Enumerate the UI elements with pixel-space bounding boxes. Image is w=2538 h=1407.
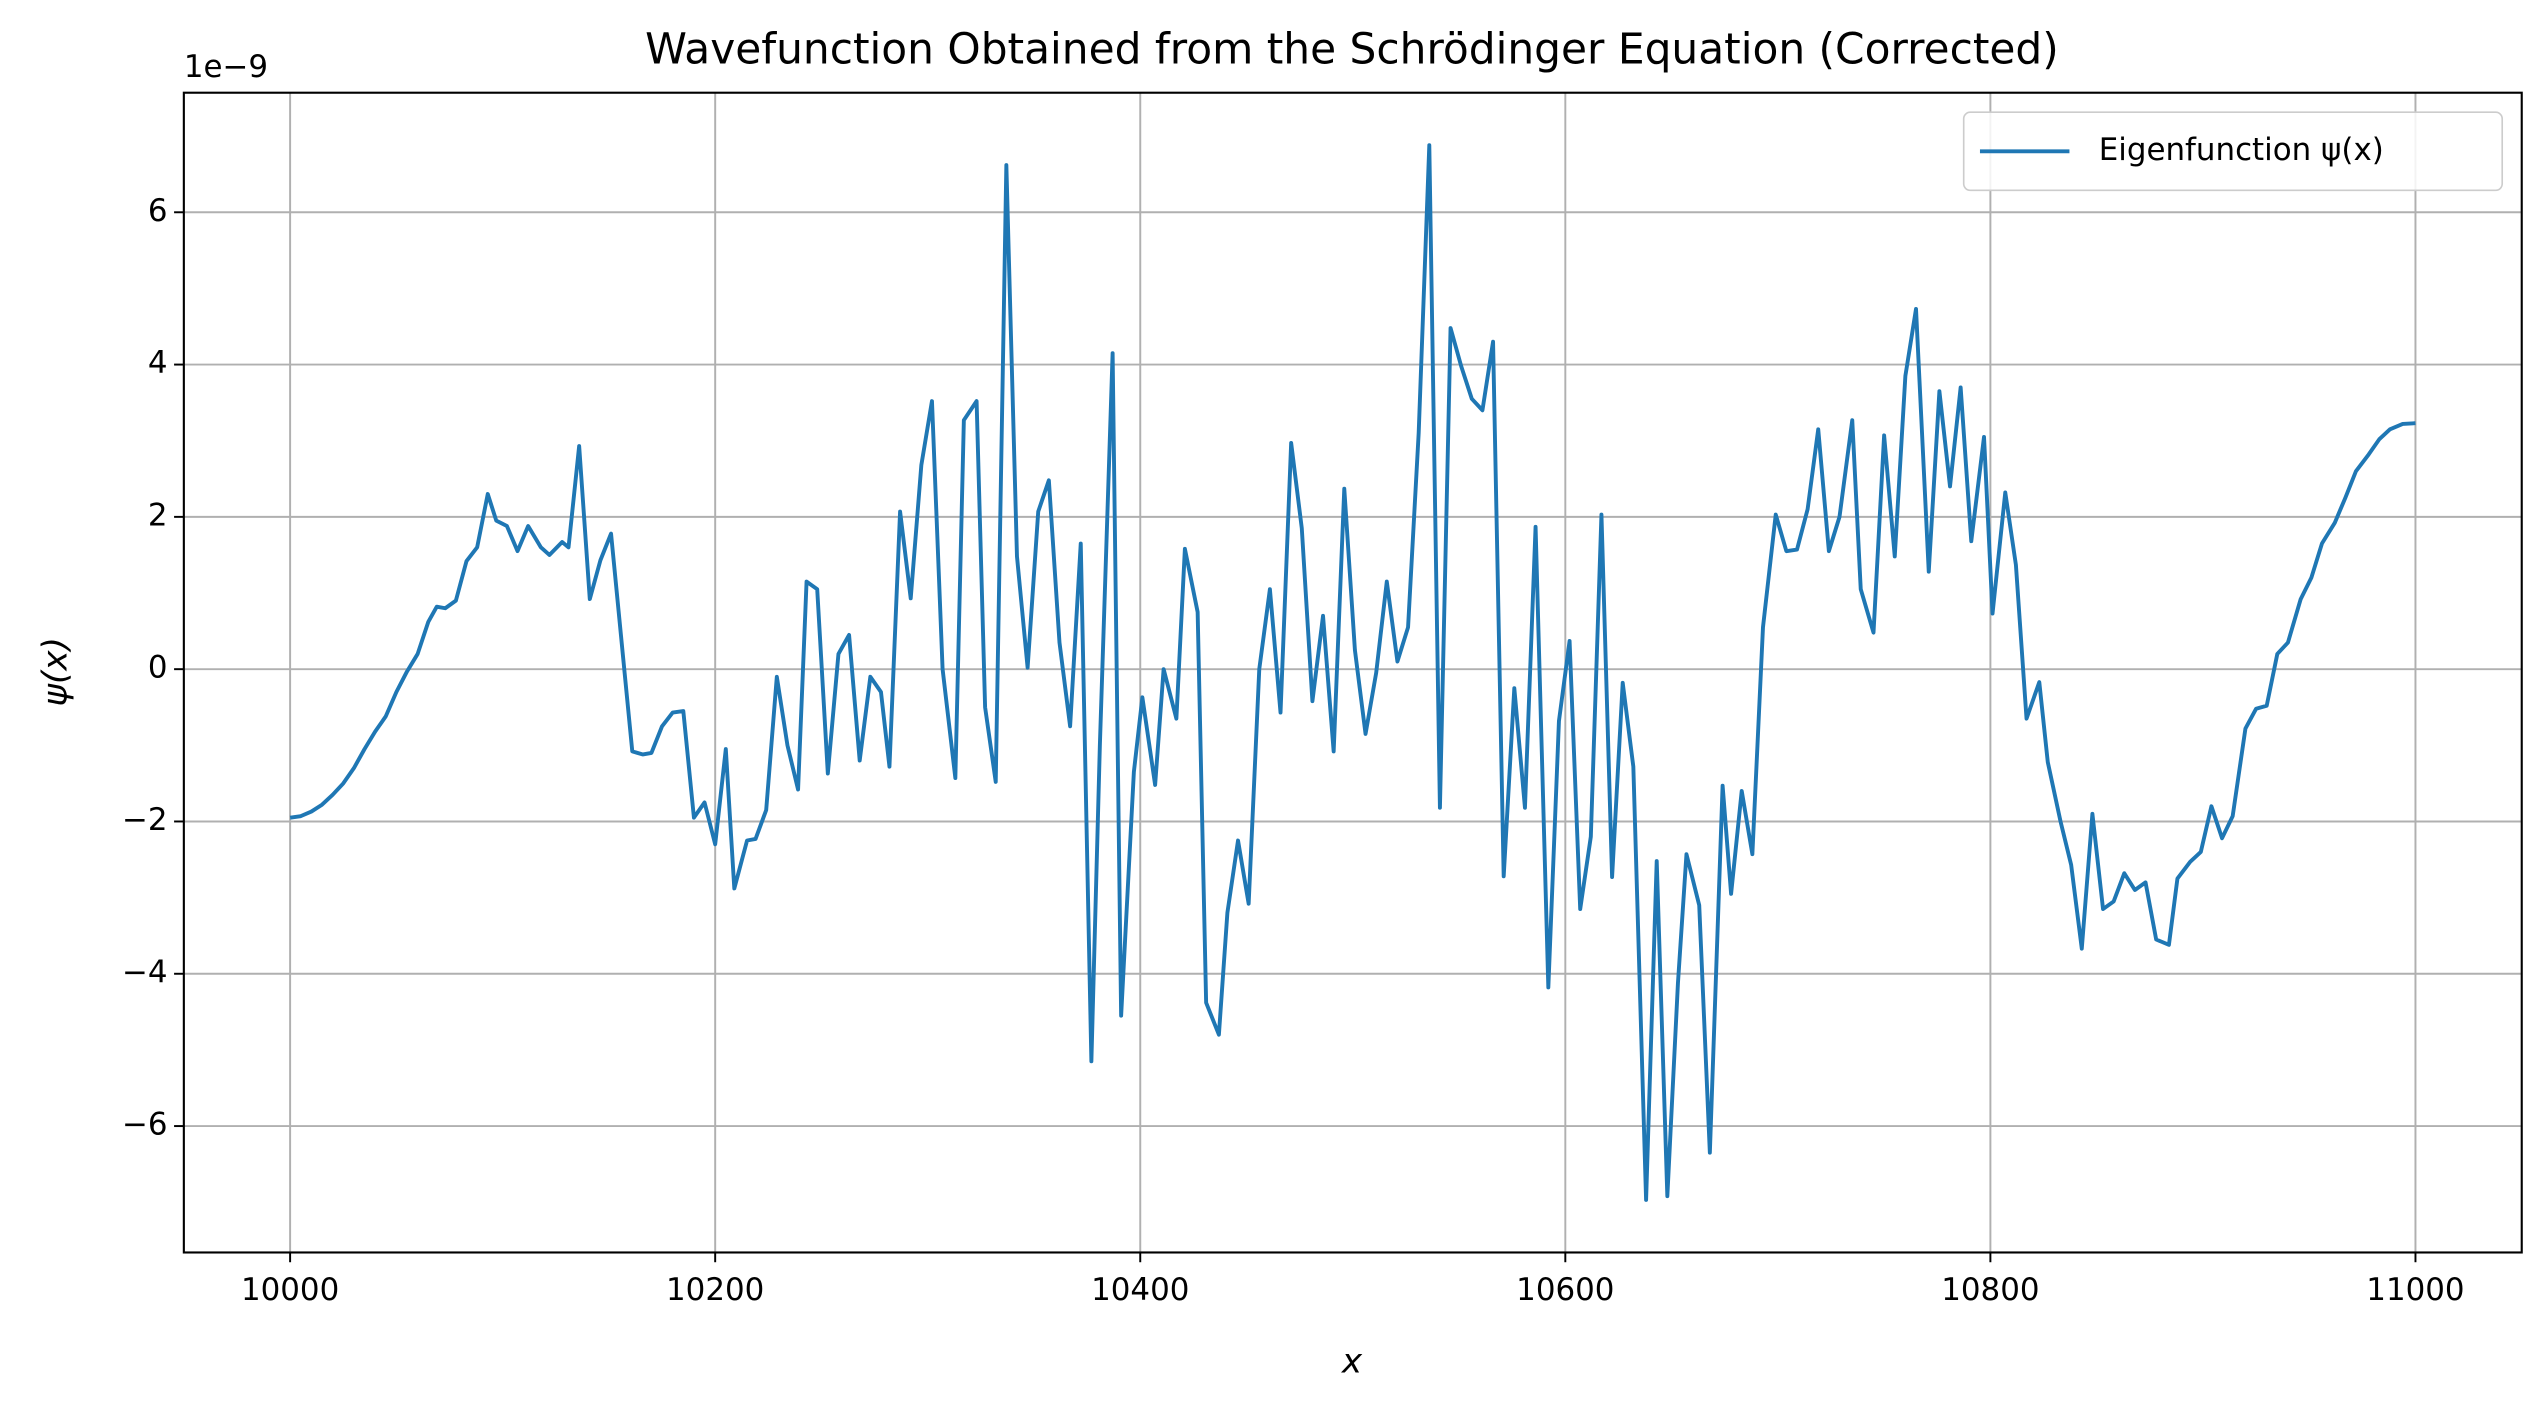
legend-label: Eigenfunction ψ(x) <box>2099 132 2384 168</box>
grid <box>183 92 2522 1253</box>
y-offset-label: 1e−9 <box>184 49 268 85</box>
y-tick-label: 6 <box>148 193 168 229</box>
x-tick-label: 10600 <box>1516 1272 1614 1308</box>
y-axis-label: ψ(x) <box>35 637 75 706</box>
legend-box <box>1962 111 2504 192</box>
y-tick-label: −4 <box>122 954 168 990</box>
y-tick-label: 0 <box>148 650 168 686</box>
y-tick-label: 2 <box>148 497 168 533</box>
y-tick-label: 4 <box>148 345 168 381</box>
x-tick-label: 10400 <box>1091 1272 1189 1308</box>
y-tick-label: −6 <box>122 1107 168 1143</box>
x-axis-label: x <box>1341 1342 1363 1382</box>
y-tick-label: −2 <box>122 802 168 838</box>
x-tick-label: 11000 <box>2366 1272 2464 1308</box>
x-tick-label: 10200 <box>666 1272 764 1308</box>
x-tick-label: 10000 <box>241 1272 339 1308</box>
legend: Eigenfunction ψ(x) <box>1962 111 2504 192</box>
data-line <box>289 143 2416 1202</box>
chart-title: Wavefunction Obtained from the Schröding… <box>645 25 2059 74</box>
x-tick-label: 10800 <box>1941 1272 2039 1308</box>
plot-frame <box>182 91 2523 1254</box>
